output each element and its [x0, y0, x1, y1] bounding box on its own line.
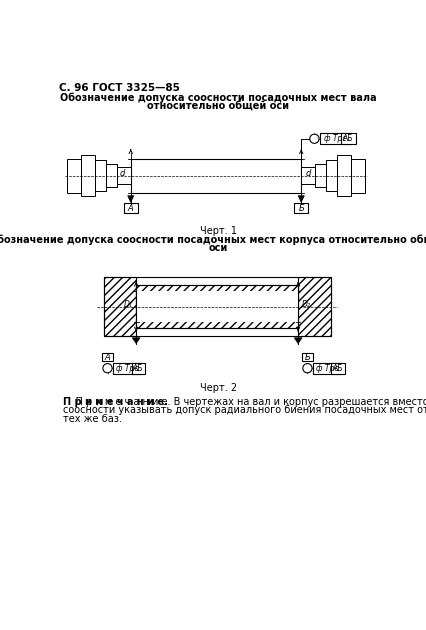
Bar	[102, 353, 113, 361]
Text: d: d	[119, 169, 124, 178]
Text: D₂: D₂	[302, 300, 311, 309]
Text: Б: Б	[298, 204, 304, 213]
Text: соосности указывать допуск радиального биения посадочных мест относительно: соосности указывать допуск радиального б…	[63, 405, 426, 415]
Bar	[136, 285, 298, 291]
Bar	[320, 134, 351, 144]
Bar	[136, 285, 298, 328]
Text: относительно общей оси: относительно общей оси	[147, 100, 289, 110]
Bar	[136, 291, 298, 322]
Circle shape	[303, 364, 312, 373]
Bar	[337, 155, 351, 197]
Polygon shape	[128, 196, 134, 202]
Text: Обозначение допуска соосности посадочных мест вала: Обозначение допуска соосности посадочных…	[60, 93, 377, 103]
Bar	[104, 277, 331, 336]
Text: АБ: АБ	[133, 364, 144, 373]
Bar	[136, 322, 298, 328]
Text: П р и м е ч а н и е. В чертежах на вал и корпус разрешается вместо допуска: П р и м е ч а н и е. В чертежах на вал и…	[63, 397, 426, 407]
Bar	[95, 160, 106, 191]
Bar	[136, 285, 298, 328]
Bar	[331, 363, 345, 374]
Text: Черт. 1: Черт. 1	[200, 226, 237, 236]
Text: ф Трс: ф Трс	[316, 364, 338, 373]
Text: ф Трс: ф Трс	[324, 134, 347, 143]
Bar	[315, 164, 326, 187]
Bar	[302, 353, 313, 361]
Text: ф Трс: ф Трс	[115, 364, 138, 373]
Bar	[298, 277, 331, 336]
Bar	[106, 164, 117, 187]
Bar	[326, 160, 337, 191]
Bar	[341, 134, 356, 144]
Bar	[104, 277, 136, 336]
Text: АБ: АБ	[343, 134, 354, 143]
Circle shape	[103, 364, 112, 373]
Polygon shape	[132, 338, 140, 343]
Text: D₁: D₁	[124, 300, 132, 309]
Bar	[113, 363, 141, 374]
Text: Б: Б	[305, 353, 310, 362]
Text: Обозначение допуска соосности посадочных мест корпуса относительно общей: Обозначение допуска соосности посадочных…	[0, 235, 426, 246]
Text: А: А	[105, 353, 110, 362]
Bar	[294, 203, 308, 214]
Bar	[313, 363, 341, 374]
Bar	[131, 159, 301, 193]
Bar	[351, 159, 365, 193]
Text: тех же баз.: тех же баз.	[63, 414, 121, 423]
Text: d: d	[305, 169, 311, 178]
Polygon shape	[298, 196, 304, 202]
Polygon shape	[294, 338, 302, 343]
Bar	[132, 363, 145, 374]
Text: Черт. 2: Черт. 2	[200, 383, 237, 393]
Bar	[67, 159, 81, 193]
Text: АБ: АБ	[333, 364, 344, 373]
Bar	[301, 167, 315, 184]
Text: А: А	[128, 204, 134, 213]
Text: С. 96 ГОСТ 3325—85: С. 96 ГОСТ 3325—85	[60, 83, 180, 93]
Bar	[124, 203, 138, 214]
Bar	[117, 167, 131, 184]
Bar	[81, 155, 95, 197]
Circle shape	[310, 134, 319, 144]
Text: оси: оси	[209, 243, 228, 253]
Text: П р и м е ч а н и е.: П р и м е ч а н и е.	[63, 397, 167, 407]
